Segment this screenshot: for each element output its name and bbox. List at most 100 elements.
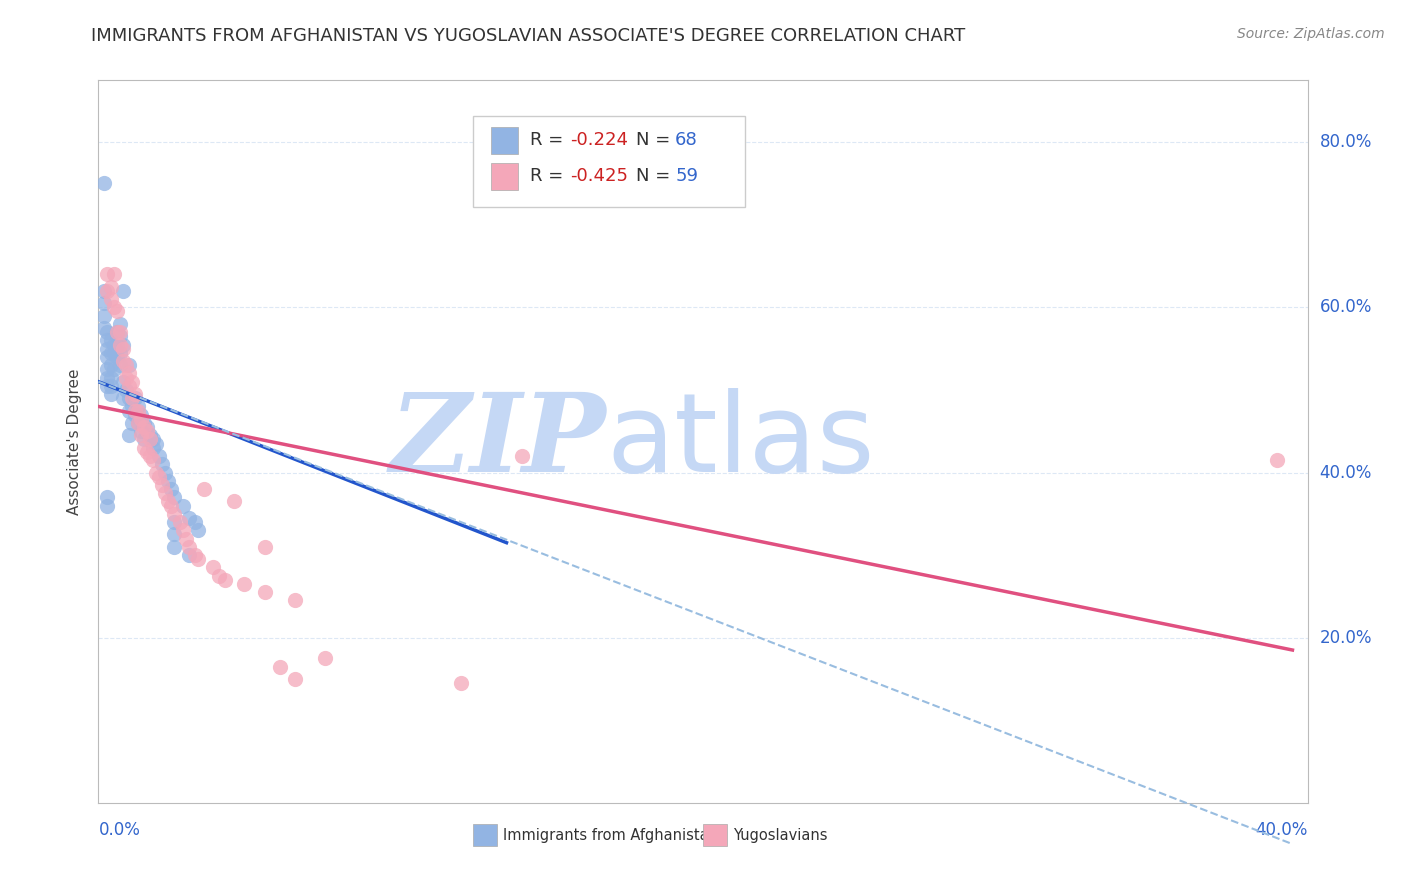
Point — [135, 420, 157, 434]
Point — [132, 433, 155, 447]
Point — [1267, 453, 1289, 467]
Point — [93, 177, 115, 191]
Point — [121, 391, 143, 405]
Point — [93, 309, 115, 323]
Point — [100, 358, 122, 372]
Text: 40.0%: 40.0% — [1320, 464, 1372, 482]
Point — [100, 334, 122, 348]
Point — [214, 573, 236, 587]
Text: N =: N = — [637, 168, 676, 186]
Point — [96, 284, 118, 298]
Text: IMMIGRANTS FROM AFGHANISTAN VS YUGOSLAVIAN ASSOCIATE'S DEGREE CORRELATION CHART: IMMIGRANTS FROM AFGHANISTAN VS YUGOSLAVI… — [91, 27, 966, 45]
Point — [208, 568, 231, 582]
Text: Yugoslavians: Yugoslavians — [734, 828, 828, 843]
Point — [105, 350, 128, 364]
Point — [253, 540, 276, 554]
Point — [314, 651, 336, 665]
Text: ZIP: ZIP — [389, 388, 606, 495]
Point — [127, 416, 149, 430]
Text: N =: N = — [637, 131, 676, 149]
Text: -0.425: -0.425 — [569, 168, 628, 186]
Point — [111, 354, 134, 368]
Point — [103, 268, 125, 282]
Point — [163, 515, 186, 529]
Point — [96, 362, 118, 376]
Point — [142, 453, 165, 467]
Point — [253, 585, 276, 599]
Y-axis label: Associate's Degree: Associate's Degree — [67, 368, 83, 515]
Point — [127, 400, 149, 414]
Point — [93, 296, 115, 310]
Point — [129, 428, 152, 442]
Point — [132, 441, 155, 455]
Point — [139, 433, 162, 447]
Point — [124, 387, 146, 401]
Point — [132, 420, 155, 434]
Point — [179, 540, 201, 554]
Point — [124, 391, 146, 405]
Point — [139, 449, 162, 463]
Point — [118, 379, 141, 393]
Text: 80.0%: 80.0% — [1320, 133, 1372, 152]
Point — [179, 548, 201, 562]
Point — [232, 577, 254, 591]
Point — [124, 408, 146, 422]
Point — [193, 482, 215, 496]
Text: atlas: atlas — [606, 388, 875, 495]
Point — [100, 345, 122, 359]
Point — [121, 416, 143, 430]
Point — [132, 416, 155, 430]
Point — [96, 325, 118, 339]
Point — [156, 494, 179, 508]
Point — [105, 304, 128, 318]
Point — [118, 358, 141, 372]
Point — [174, 532, 197, 546]
Point — [121, 375, 143, 389]
Text: Immigrants from Afghanistan: Immigrants from Afghanistan — [503, 828, 718, 843]
Point — [145, 466, 167, 480]
Point — [163, 507, 186, 521]
Point — [184, 548, 207, 562]
Point — [148, 449, 170, 463]
Point — [108, 345, 131, 359]
Text: 20.0%: 20.0% — [1320, 629, 1372, 647]
Point — [129, 424, 152, 438]
Point — [105, 337, 128, 351]
Text: Source: ZipAtlas.com: Source: ZipAtlas.com — [1237, 27, 1385, 41]
Text: 0.0%: 0.0% — [98, 821, 141, 838]
Point — [100, 379, 122, 393]
Point — [145, 436, 167, 450]
Point — [284, 593, 307, 607]
Text: R =: R = — [530, 131, 569, 149]
Point — [121, 400, 143, 414]
Point — [163, 527, 186, 541]
Point — [127, 416, 149, 430]
Point — [100, 279, 122, 293]
Point — [96, 342, 118, 356]
Point — [108, 358, 131, 372]
Point — [163, 540, 186, 554]
Point — [105, 325, 128, 339]
Point — [118, 403, 141, 417]
Point — [108, 325, 131, 339]
Point — [114, 358, 136, 372]
FancyBboxPatch shape — [703, 824, 727, 847]
Point — [118, 391, 141, 405]
Point — [114, 370, 136, 384]
Point — [111, 284, 134, 298]
Point — [150, 478, 173, 492]
Text: 68: 68 — [675, 131, 697, 149]
Point — [163, 490, 186, 504]
Point — [153, 486, 176, 500]
Point — [108, 337, 131, 351]
Text: 59: 59 — [675, 168, 699, 186]
Point — [450, 676, 472, 690]
Point — [96, 490, 118, 504]
Point — [153, 466, 176, 480]
Point — [142, 433, 165, 447]
Point — [96, 379, 118, 393]
Point — [150, 457, 173, 471]
Text: 40.0%: 40.0% — [1256, 821, 1308, 838]
Point — [108, 317, 131, 331]
Point — [129, 408, 152, 422]
